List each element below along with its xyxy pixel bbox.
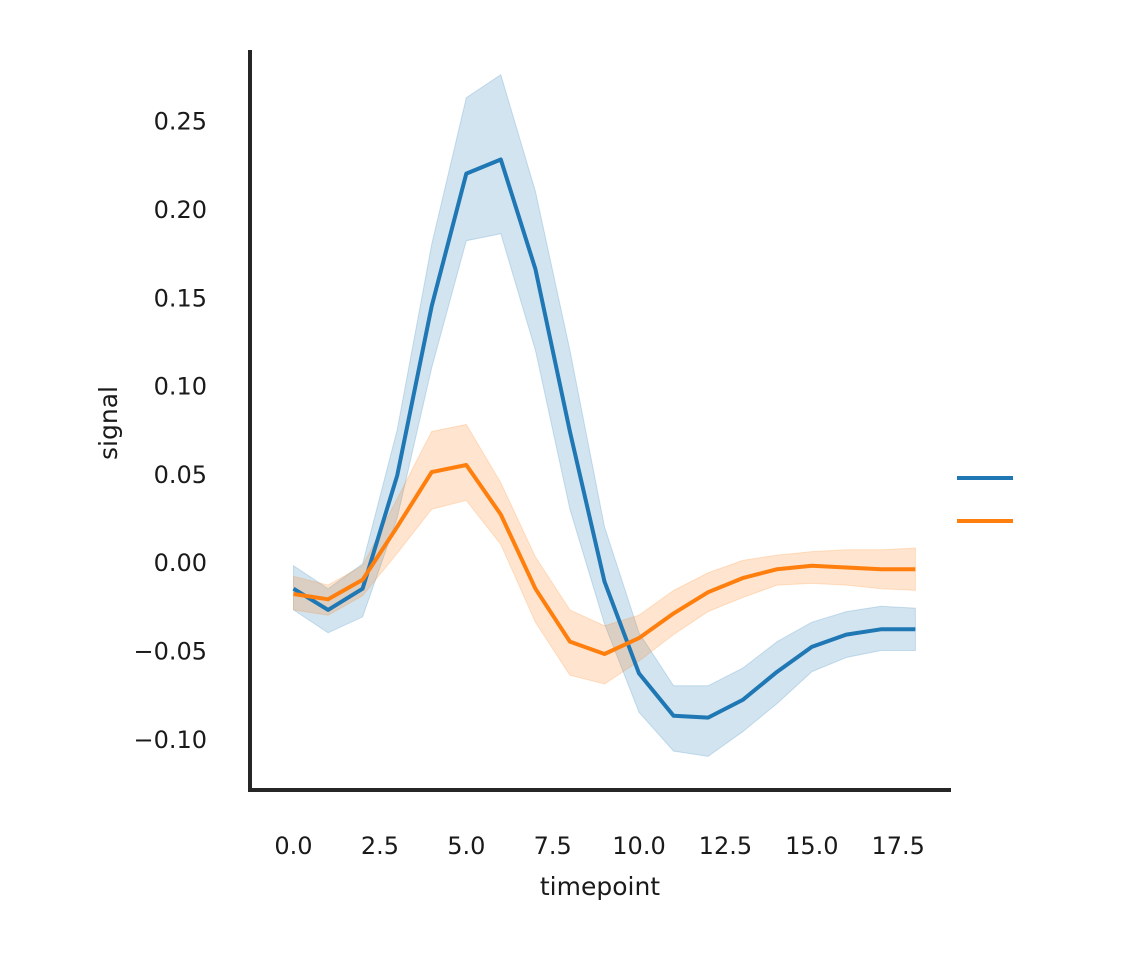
y-tick-label: −0.10 — [133, 726, 207, 754]
y-tick-label: 0.05 — [154, 461, 207, 489]
series-1-line — [292, 157, 916, 720]
y-tick-label: 0.15 — [154, 284, 207, 312]
y-tick-label: 0.00 — [154, 549, 207, 577]
x-tick-label: 5.0 — [447, 832, 485, 860]
y-tick-label: 0.25 — [154, 108, 207, 136]
x-axis-label: timepoint — [540, 872, 660, 901]
y-tick-label: −0.05 — [133, 638, 207, 666]
x-tick-label: 15.0 — [785, 832, 838, 860]
x-tick-label: 7.5 — [534, 832, 572, 860]
x-tick-label: 12.5 — [699, 832, 752, 860]
series-lines — [292, 157, 916, 720]
axes — [248, 50, 951, 792]
series-2-ci-band — [293, 423, 916, 685]
y-tick-labels: −0.10 −0.05 0.00 0.05 0.10 0.15 0.20 0.25 — [133, 108, 207, 754]
x-tick-labels: 0.0 2.5 5.0 7.5 10.0 12.5 15.0 17.5 — [274, 832, 925, 860]
x-tick-label: 0.0 — [274, 832, 312, 860]
x-tick-label: 10.0 — [612, 832, 665, 860]
series-2-line — [293, 463, 916, 656]
legend — [957, 476, 1013, 523]
x-tick-label: 17.5 — [871, 832, 924, 860]
y-tick-label: 0.10 — [154, 373, 207, 401]
y-tick-label: 0.20 — [154, 196, 207, 224]
x-tick-label: 2.5 — [361, 832, 399, 860]
y-axis-label: signal — [94, 386, 123, 460]
